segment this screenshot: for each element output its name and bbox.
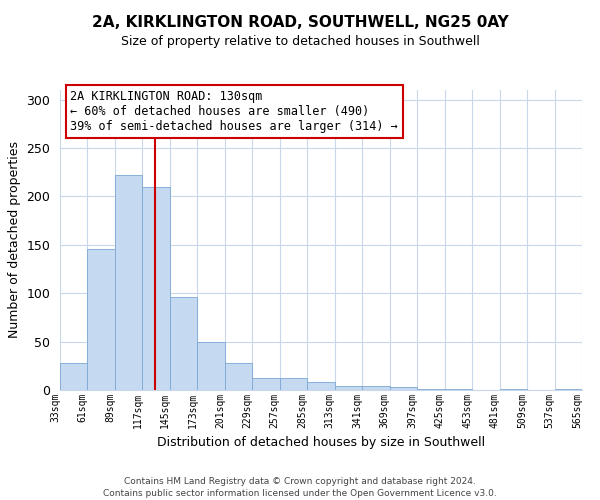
Text: Contains HM Land Registry data © Crown copyright and database right 2024.
Contai: Contains HM Land Registry data © Crown c… — [103, 476, 497, 498]
Bar — [445, 389, 472, 390]
Y-axis label: Number of detached properties: Number of detached properties — [8, 142, 21, 338]
Text: 2A KIRKLINGTON ROAD: 130sqm
← 60% of detached houses are smaller (490)
39% of se: 2A KIRKLINGTON ROAD: 130sqm ← 60% of det… — [70, 90, 398, 133]
Text: 2A, KIRKLINGTON ROAD, SOUTHWELL, NG25 0AY: 2A, KIRKLINGTON ROAD, SOUTHWELL, NG25 0A… — [92, 15, 508, 30]
Bar — [88, 248, 115, 390]
Bar — [362, 386, 389, 390]
Bar — [417, 389, 445, 390]
Bar — [554, 389, 582, 390]
Bar — [253, 378, 280, 390]
Bar — [335, 386, 362, 390]
Bar — [197, 342, 225, 390]
Bar — [389, 387, 417, 390]
Bar — [60, 363, 88, 390]
X-axis label: Distribution of detached houses by size in Southwell: Distribution of detached houses by size … — [157, 436, 485, 450]
Bar — [225, 363, 253, 390]
Bar — [307, 382, 335, 390]
Bar — [170, 297, 197, 390]
Bar — [280, 378, 307, 390]
Text: Size of property relative to detached houses in Southwell: Size of property relative to detached ho… — [121, 35, 479, 48]
Bar — [142, 187, 170, 390]
Bar — [500, 389, 527, 390]
Bar — [115, 175, 142, 390]
